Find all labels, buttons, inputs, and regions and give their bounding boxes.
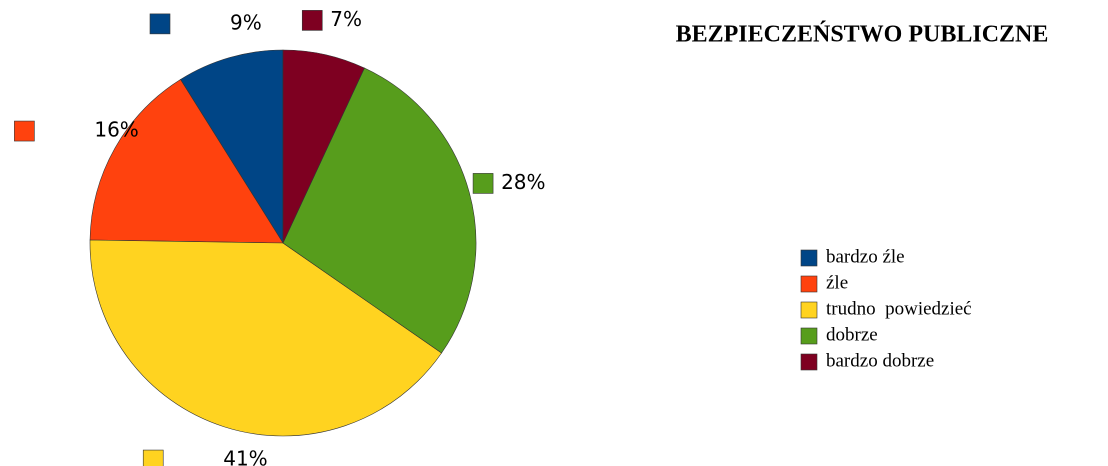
label-swatch	[142, 449, 164, 466]
legend-label: bardzo dobrze	[826, 350, 934, 371]
data-label: 28%	[501, 170, 545, 194]
label-swatch	[149, 13, 171, 35]
legend-label: trudno powiedzieć	[826, 298, 972, 319]
legend-swatch	[800, 249, 818, 267]
chart-title: BEZPIECZEŃSTWO PUBLICZNE	[676, 22, 1049, 48]
legend-label: źle	[826, 272, 848, 293]
legend-swatch	[800, 275, 818, 293]
label-swatch	[472, 173, 494, 194]
label-swatch	[14, 120, 35, 142]
pie-slice	[89, 239, 442, 437]
legend-swatch	[800, 353, 818, 371]
label-swatch	[301, 10, 323, 31]
pie-slice	[180, 49, 284, 245]
data-label: 7%	[330, 7, 362, 31]
legend-swatch	[800, 301, 818, 319]
data-label: 41%	[223, 447, 267, 466]
pie-slice	[282, 67, 477, 354]
pie-slice	[282, 49, 365, 244]
legend-swatch	[800, 327, 818, 345]
legend-label: bardzo źle	[826, 246, 905, 267]
legend-label: dobrze	[826, 324, 878, 345]
data-label: 16%	[94, 118, 138, 142]
data-label: 9%	[230, 10, 262, 34]
pie-slice	[89, 79, 284, 244]
